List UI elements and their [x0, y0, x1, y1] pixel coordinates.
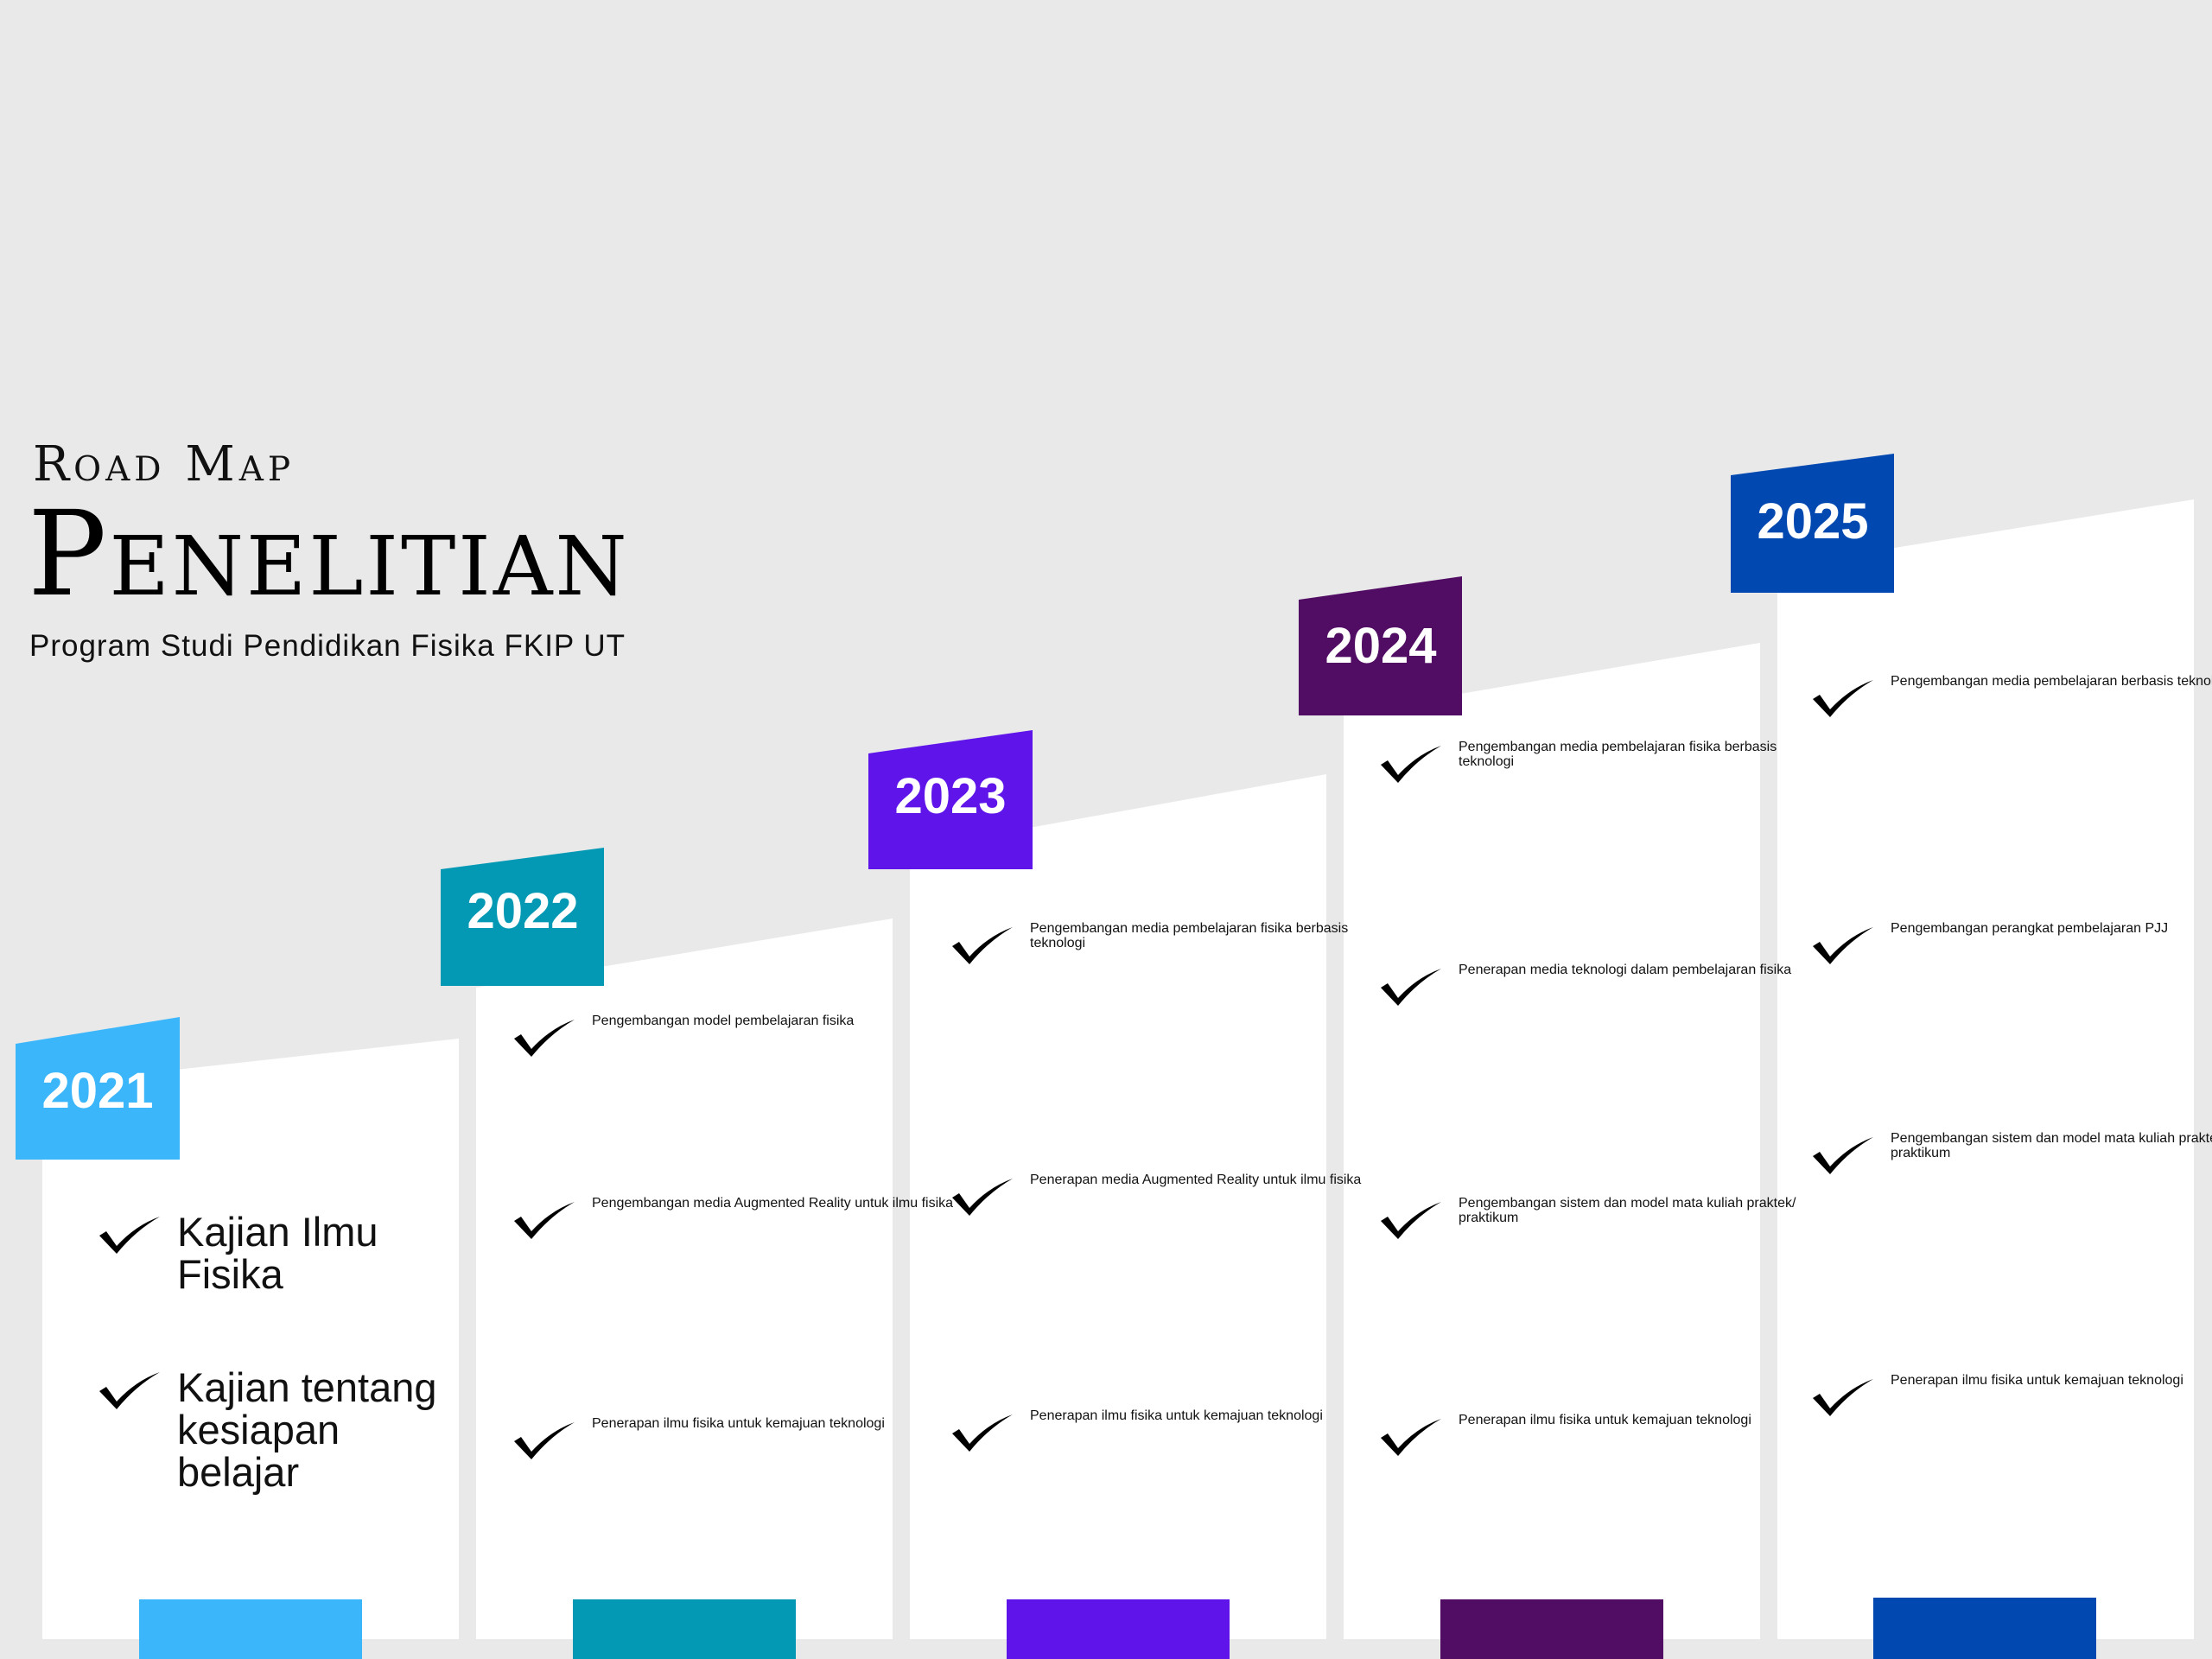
checkmark-icon [952, 927, 1013, 964]
checkmark-icon [514, 1422, 575, 1459]
checkmark-icon [952, 1179, 1013, 1216]
list-item: Penerapan ilmu fisika untuk kemajuan tek… [950, 1408, 1402, 1452]
bottom-bar-2021 [139, 1599, 362, 1659]
card-2025 [1777, 499, 2194, 1639]
bottom-bar-2024 [1440, 1599, 1663, 1659]
card-2023 [910, 774, 1326, 1639]
card-2022 [476, 918, 893, 1639]
bottom-bar-2023 [1007, 1599, 1230, 1659]
checkmark-icon [952, 1414, 1013, 1452]
list-item: Penerapan ilmu fisika untuk kemajuan tek… [1811, 1373, 2212, 1416]
year-label-2022: 2022 [467, 882, 579, 939]
list-item: Pengembangan media pembelajaran fisika b… [950, 921, 1402, 964]
year-label-2025: 2025 [1757, 493, 1869, 550]
year-label-2024: 2024 [1325, 617, 1437, 674]
list-item: Pengembangan sistem dan model mata kulia… [1811, 1131, 2212, 1174]
page-title: Penelitian [28, 486, 630, 623]
header: Road Map Penelitian Program Studi Pendid… [28, 441, 630, 664]
list-item: Penerapan ilmu fisika untuk kemajuan tek… [512, 1416, 963, 1459]
checkmark-icon [514, 1020, 575, 1057]
card-2021 [42, 1039, 459, 1639]
bottom-bar-2022 [573, 1599, 796, 1659]
checkmark-icon [1381, 1419, 1441, 1456]
year-tab-2025-shape [1731, 454, 1894, 593]
year-tab-2021-shape [16, 1017, 180, 1160]
checkmark-icon [99, 1217, 160, 1254]
checkmark-icon [1813, 927, 1873, 964]
year-tab-2022-shape [441, 848, 604, 986]
checkmark-icon [1813, 1137, 1873, 1174]
list-item: Penerapan media teknologi dalam pembelaj… [1379, 963, 1830, 1006]
list-item: Pengembangan media pembelajaran fisika b… [1379, 740, 1830, 783]
list-item: Pengembangan perangkat pembelajaran PJJ [1811, 921, 2212, 964]
list-item: Pengembangan media Augmented Reality unt… [512, 1196, 963, 1239]
year-label-2023: 2023 [894, 767, 1007, 824]
list-item: Pengembangan sistem dan model mata kulia… [1379, 1196, 1830, 1239]
checkmark-icon [514, 1202, 575, 1239]
page-subtitle: Program Studi Pendidikan Fisika FKIP UT [29, 629, 626, 663]
year-tab-2024-shape [1299, 576, 1462, 715]
roadmap-label: Road Map [33, 436, 296, 493]
list-item: Pengembangan media pembelajaran berbasis… [1811, 674, 2212, 717]
list-item: Penerapan ilmu fisika untuk kemajuan tek… [1379, 1413, 1830, 1456]
checkmark-icon [1381, 746, 1441, 783]
year-tab-2023-shape [868, 730, 1033, 869]
year-label-2021: 2021 [41, 1062, 154, 1119]
checkmark-icon [1813, 680, 1873, 717]
checkmark-icon [1381, 1202, 1441, 1239]
list-item: Kajian tentang kesiapan belajar [98, 1366, 443, 1494]
card-2024 [1344, 643, 1760, 1639]
list-item: Penerapan media Augmented Reality untuk … [950, 1173, 1402, 1216]
checkmark-icon [99, 1371, 160, 1409]
items-2021: Kajian Ilmu Fisika Kajian tentang kesiap… [98, 1211, 443, 1564]
bottom-bar-2025 [1873, 1598, 2096, 1659]
checkmark-icon [1813, 1379, 1873, 1416]
checkmark-icon [1381, 969, 1441, 1006]
list-item: Kajian Ilmu Fisika [98, 1211, 443, 1296]
list-item: Pengembangan model pembelajaran fisika [512, 1014, 963, 1057]
